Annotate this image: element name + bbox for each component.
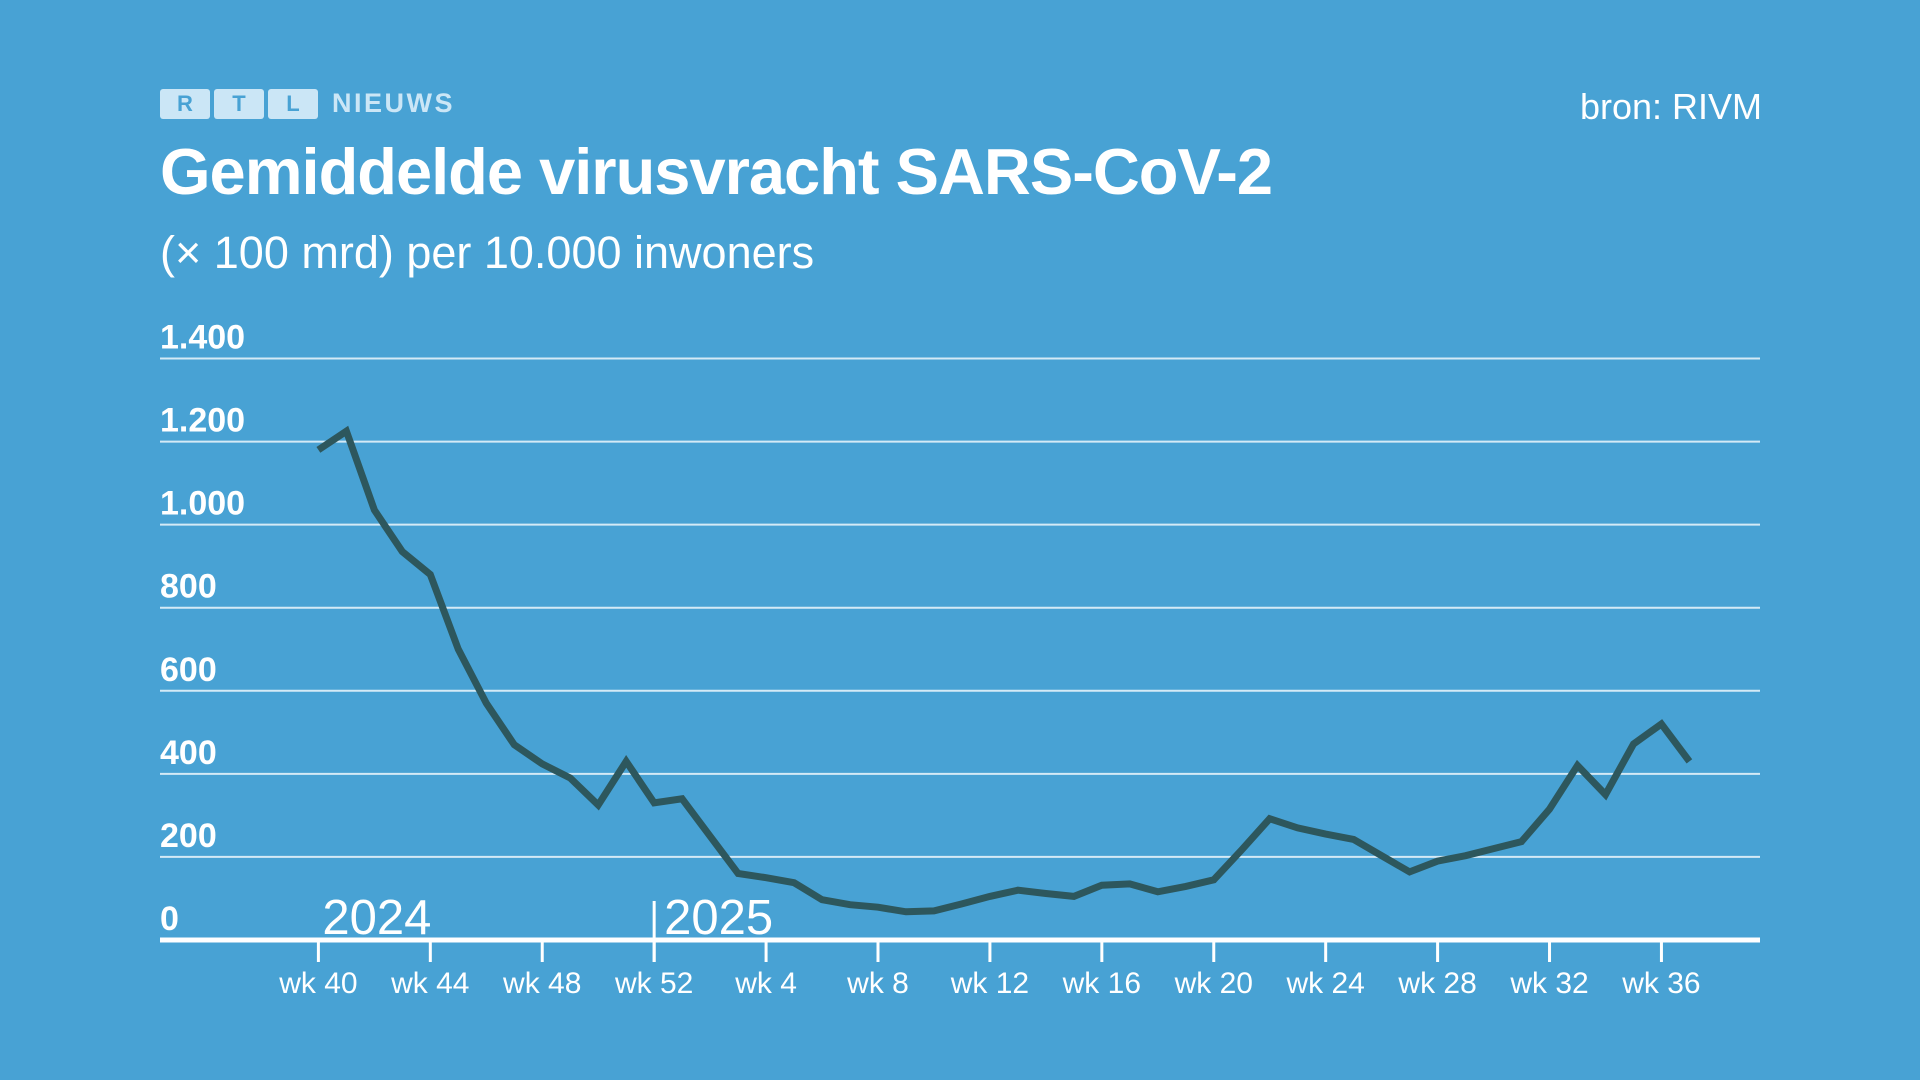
- x-axis-label: wk 16: [1062, 967, 1141, 1000]
- y-axis-label: 600: [160, 651, 217, 689]
- rtl-nieuws-logo: R T L NIEUWS: [160, 88, 455, 119]
- chart-subtitle: (× 100 mrd) per 10.000 inwoners: [160, 227, 815, 278]
- chart-title: Gemiddelde virusvracht SARS-CoV-2: [160, 135, 1273, 208]
- x-axis-label: wk 32: [1509, 967, 1588, 1000]
- rtl-logo-box-l: L: [268, 88, 318, 119]
- y-axis-label: 1.400: [160, 319, 245, 357]
- x-axis-label: wk 52: [614, 967, 693, 1000]
- rtl-logo-box-r: R: [160, 88, 210, 119]
- x-axis-label: wk 24: [1285, 967, 1364, 1000]
- logo-nieuws-text: NIEUWS: [332, 88, 455, 118]
- x-axis-label: wk 12: [950, 967, 1029, 1000]
- virus-load-line: [316, 425, 1693, 916]
- x-axis-label: wk 28: [1397, 967, 1476, 1000]
- x-axis-label: wk 40: [278, 967, 357, 1000]
- rtl-logo-box-t: T: [214, 88, 264, 119]
- source-credit: bron: RIVM: [1579, 86, 1762, 127]
- x-axis-label: wk 48: [502, 967, 581, 1000]
- year-label: 2024: [322, 891, 431, 945]
- x-axis-label: wk 8: [846, 967, 909, 1000]
- x-axis-label: wk 36: [1621, 967, 1700, 1000]
- y-axis-label: 1.200: [160, 402, 245, 440]
- y-axis-label: 400: [160, 734, 217, 772]
- year-label: 2025: [664, 891, 773, 945]
- x-axis-label: wk 4: [734, 967, 797, 1000]
- y-axis-label: 0: [160, 900, 179, 938]
- y-axis-label: 1.000: [160, 485, 245, 523]
- y-axis-label: 800: [160, 568, 217, 606]
- y-axis-label: 200: [160, 817, 217, 855]
- x-axis-label: wk 20: [1174, 967, 1253, 1000]
- x-axis-label: wk 44: [390, 967, 469, 1000]
